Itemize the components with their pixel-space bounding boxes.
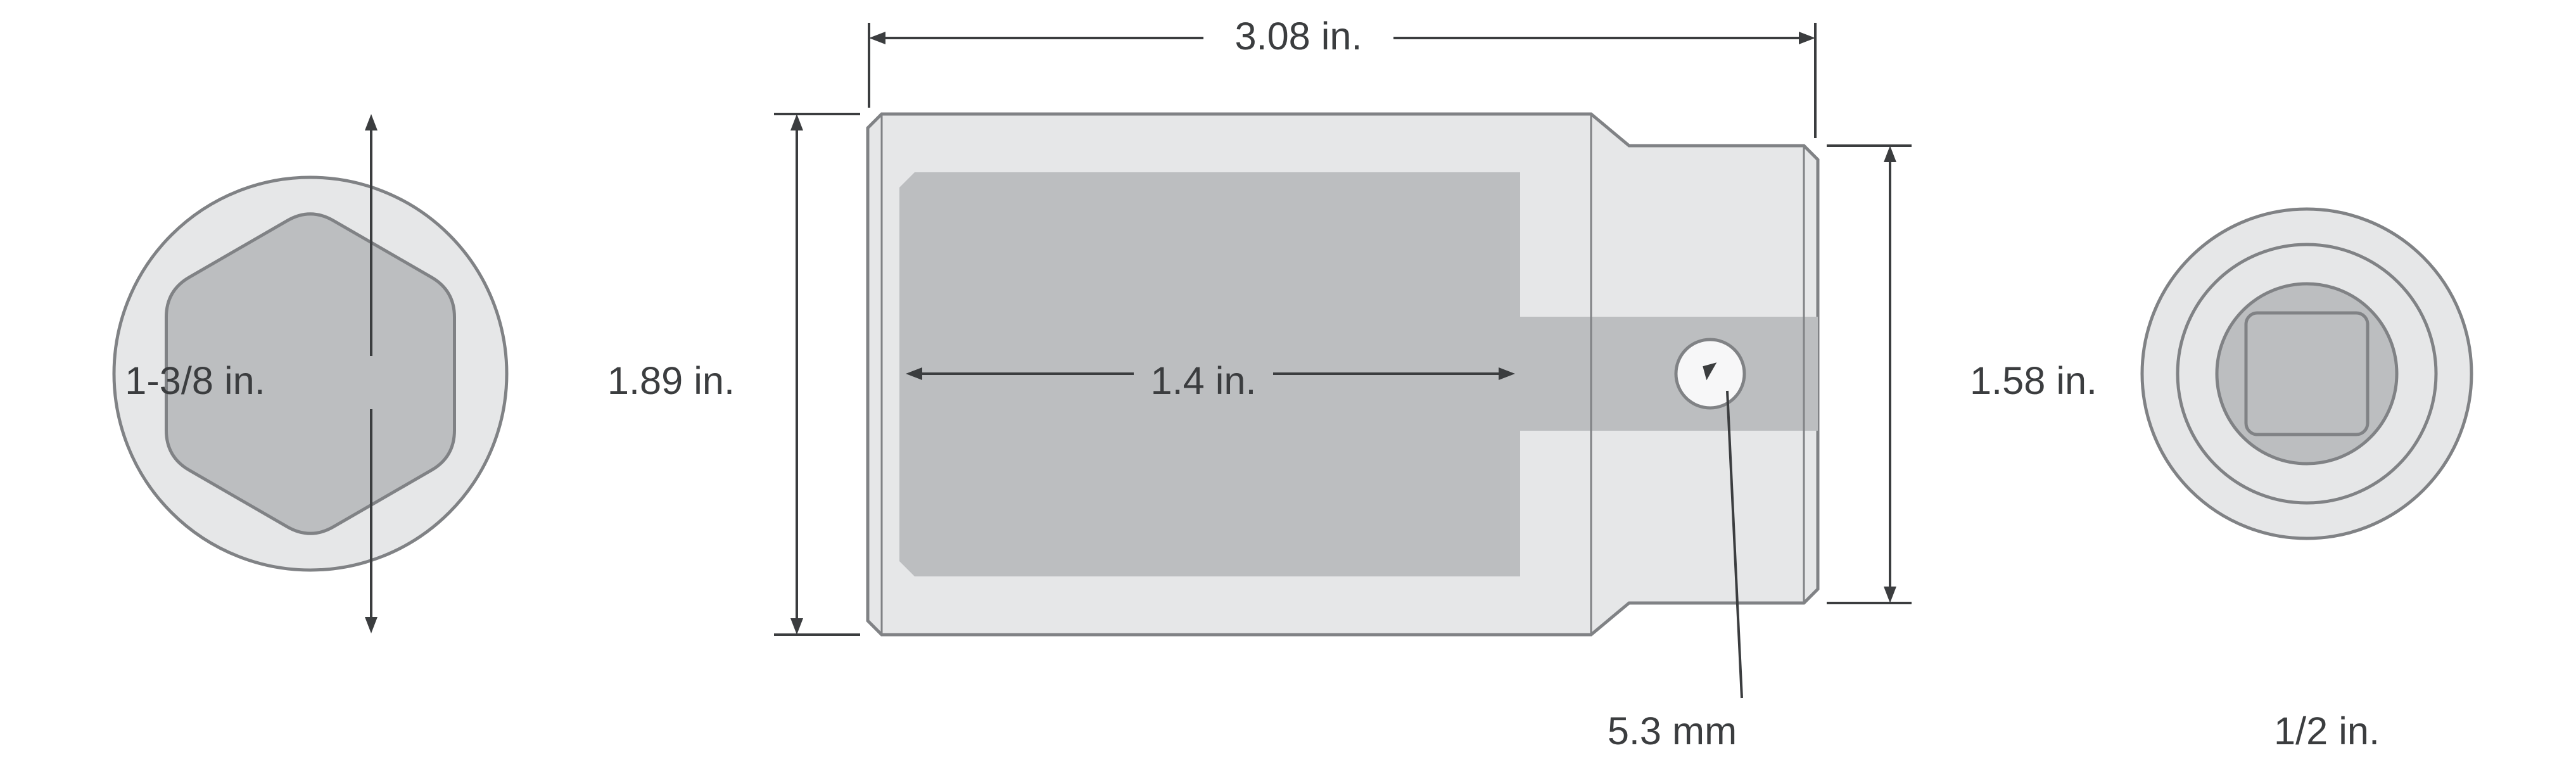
dimension-label: 1.58 in. (1970, 359, 2097, 402)
dimension-label: 3.08 in. (1234, 14, 1362, 58)
side-view-drive-bore (1520, 317, 1818, 431)
drive-size-label: 1/2 in. (2274, 709, 2380, 752)
arrowhead (365, 617, 378, 633)
arrowhead (1799, 32, 1815, 44)
arrowhead (869, 32, 885, 44)
hex-size-label: 1-3/8 in. (125, 359, 265, 402)
dimension-label: 1.4 in. (1151, 359, 1257, 402)
drive-square (2246, 313, 2368, 435)
arrowhead (790, 114, 803, 130)
arrowhead (365, 114, 378, 130)
arrowhead (790, 618, 803, 635)
arrowhead (1884, 146, 1896, 162)
dimension-label: 1.89 in. (607, 359, 735, 402)
arrowhead (1884, 587, 1896, 603)
detent-hole-label: 5.3 mm (1608, 709, 1737, 752)
